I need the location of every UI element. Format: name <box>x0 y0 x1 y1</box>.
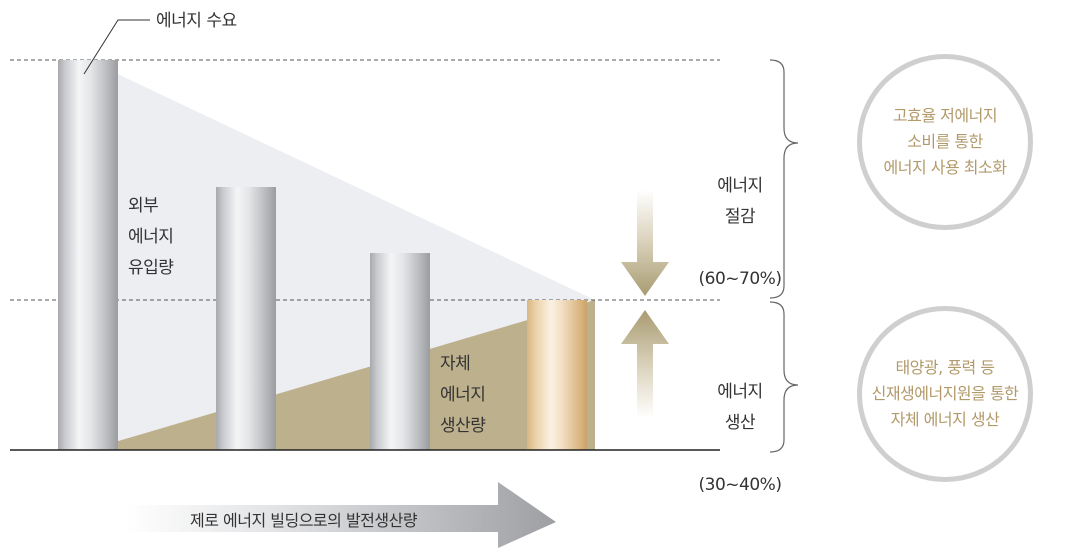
development-arrow <box>126 482 556 548</box>
circle-renewable: 태양광, 풍력 등 신재생에너지원을 통한 자체 에너지 생산 <box>857 306 1033 482</box>
bar-1 <box>58 60 118 450</box>
external-energy-label: 외부 에너지 유입량 <box>128 196 174 278</box>
production-brace <box>769 301 799 453</box>
bar-3 <box>370 253 430 450</box>
energy-demand-label: 에너지 수요 <box>156 11 237 31</box>
bar-2 <box>216 187 276 450</box>
production-range: (30~40%) <box>698 475 782 495</box>
circle-efficiency: 고효율 저에너지 소비를 통한 에너지 사용 최소화 <box>857 54 1033 230</box>
saving-label: 에너지 절감 (60~70%) <box>690 140 790 326</box>
development-arrow-label: 제로 에너지 빌딩으로의 발전생산량 <box>190 511 418 530</box>
saving-range: (60~70%) <box>698 269 782 289</box>
self-production-label: 자체 에너지 생산량 <box>440 354 486 436</box>
production-title: 에너지 생산 <box>717 382 763 433</box>
saving-down-arrow <box>621 190 669 296</box>
circle-efficiency-text: 고효율 저에너지 소비를 통한 에너지 사용 최소화 <box>883 106 1007 177</box>
bar-4 <box>527 300 587 450</box>
demand-leader-line <box>83 19 150 75</box>
self-production-area <box>88 300 595 450</box>
circle-renewable-text: 태양광, 풍력 등 신재생에너지원을 통한 자체 에너지 생산 <box>871 358 1019 429</box>
saving-brace <box>769 59 799 299</box>
production-label: 에너지 생산 (30~40%) <box>690 346 790 532</box>
saving-title: 에너지 절감 <box>717 176 763 227</box>
production-up-arrow <box>621 310 669 418</box>
